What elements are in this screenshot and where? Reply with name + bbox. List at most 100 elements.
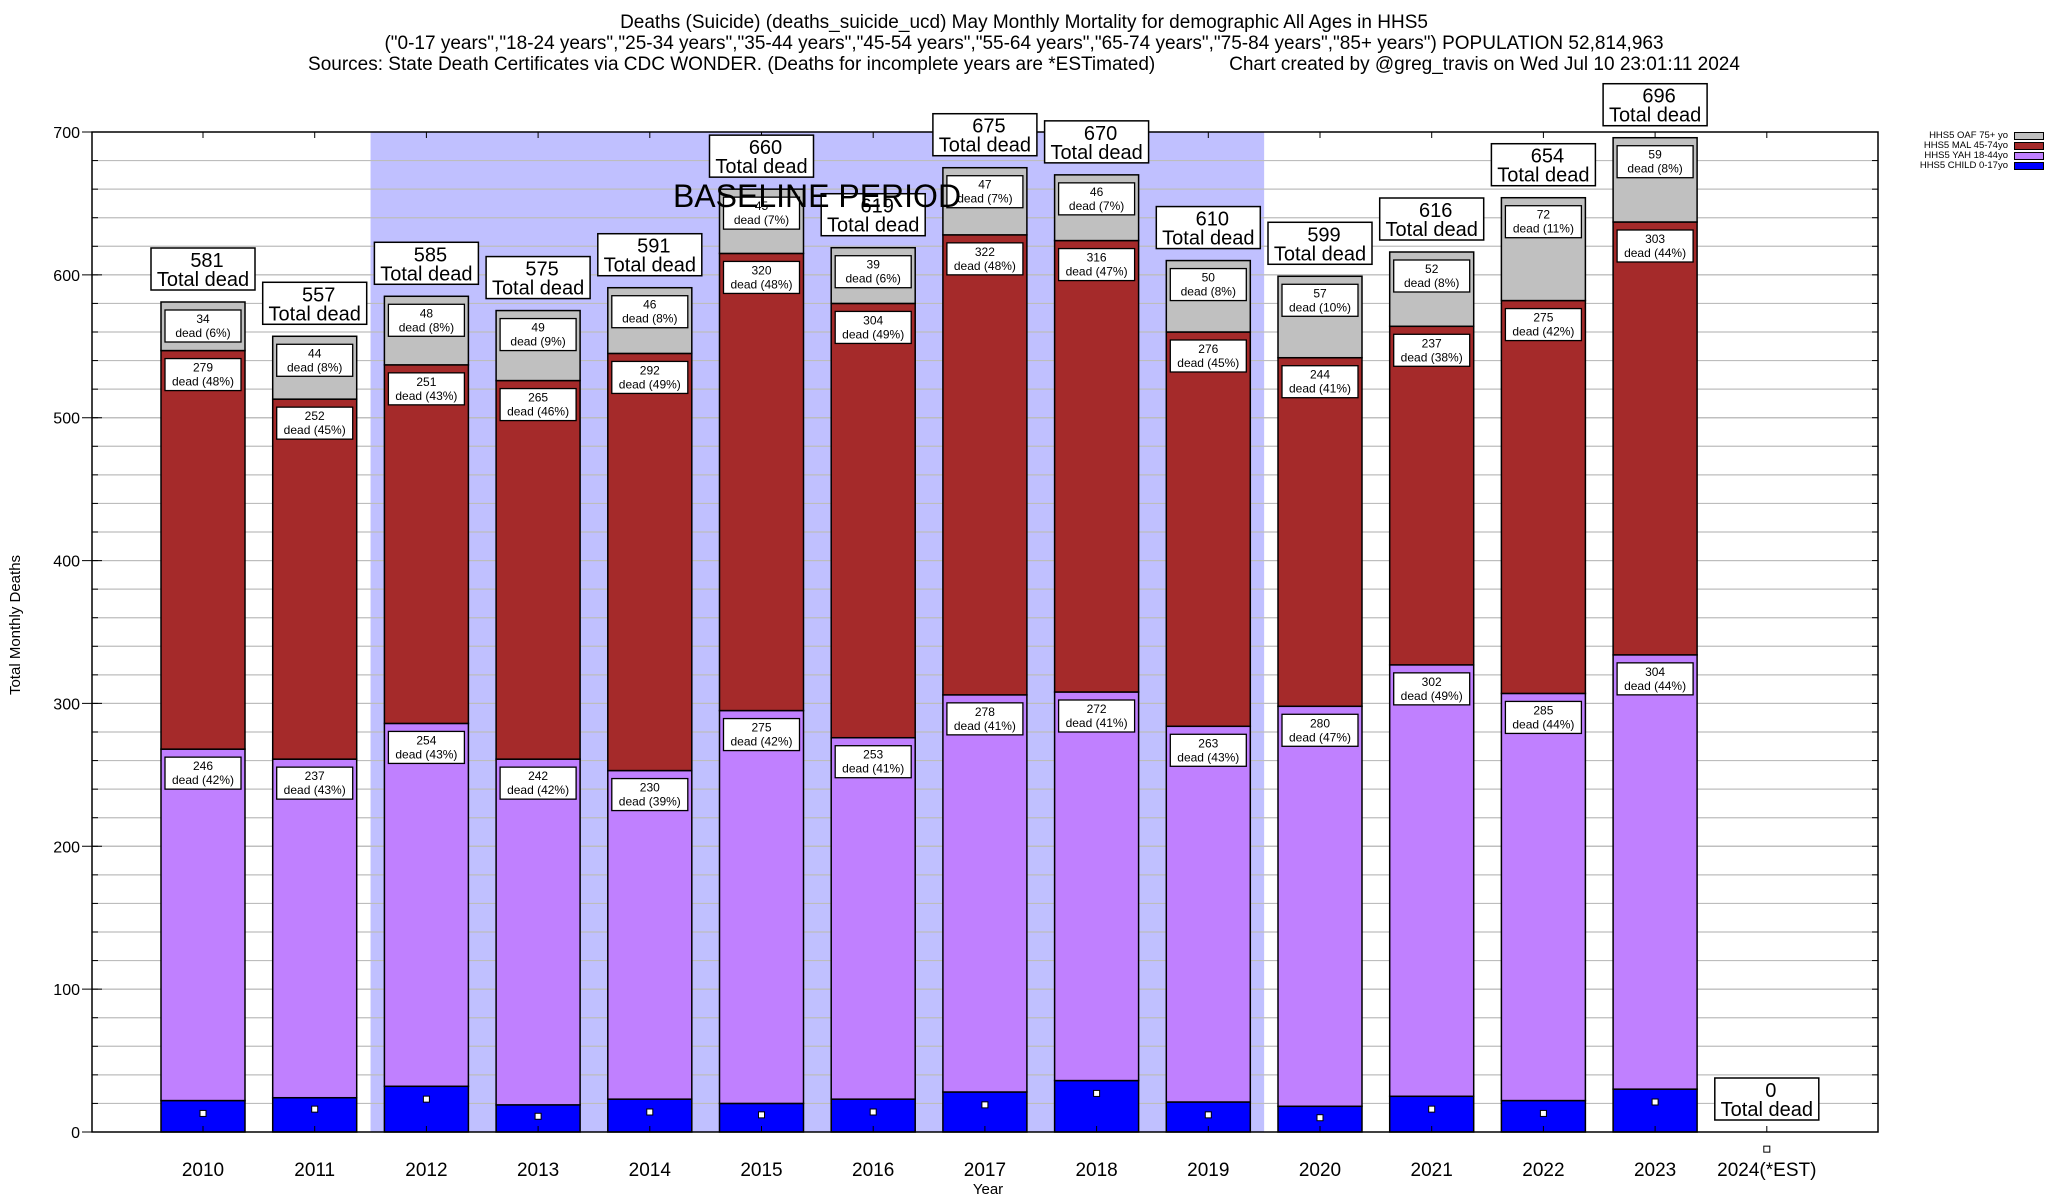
segment-label-box	[1393, 672, 1471, 706]
segment-label-count: 237	[1422, 336, 1442, 350]
bar-segment	[1053, 239, 1140, 693]
segment-label-box	[834, 255, 912, 289]
segment-label-count: 285	[1533, 703, 1553, 717]
y-tick-label: 200	[53, 839, 80, 856]
segment-label-count: 279	[193, 361, 213, 375]
x-tick-label: 2015	[740, 1160, 782, 1181]
segment-label-count: 59	[1648, 148, 1662, 162]
bar-segment	[1277, 356, 1363, 708]
segment-label-percent: dead (42%)	[172, 773, 234, 787]
x-tick-label: 2018	[1075, 1160, 1117, 1181]
segment-label-percent: dead (43%)	[284, 783, 346, 797]
segment-label-count: 272	[1087, 702, 1107, 716]
total-label-value: 616	[1419, 200, 1452, 222]
segment-label-count: 304	[863, 313, 883, 327]
bar-segment	[160, 349, 246, 750]
x-tick-label: 2010	[182, 1160, 224, 1181]
segment-label-box	[1281, 283, 1359, 317]
bar-segment	[1053, 1079, 1140, 1133]
segment-label-box	[1057, 247, 1136, 282]
data-point-marker	[1428, 1105, 1436, 1113]
y-tick-label: 500	[53, 411, 80, 428]
data-point-marker	[1093, 1089, 1101, 1097]
chart-title-line-2: ("0-17 years","18-24 years","25-34 years…	[384, 33, 1664, 54]
segment-label-box	[1057, 699, 1136, 733]
legend-item: HHS5 CHILD 0-17yo	[1880, 161, 2048, 171]
segment-label-count: 44	[308, 346, 322, 360]
segment-label-box	[946, 242, 1024, 276]
total-label-value: 696	[1642, 86, 1675, 108]
segment-label-box	[1057, 182, 1136, 216]
bar-segment	[942, 694, 1028, 1093]
segment-label-box	[1393, 259, 1471, 293]
segment-label-count: 253	[863, 748, 883, 762]
segment-label-box	[1281, 365, 1359, 399]
total-label-value: 575	[525, 259, 558, 281]
segment-label-count: 45	[755, 199, 769, 213]
bar-segment	[1165, 725, 1252, 1103]
total-label-text: Total dead	[715, 156, 807, 178]
bar-segment	[1388, 325, 1475, 666]
total-label-box	[150, 247, 256, 291]
data-point-marker	[311, 1105, 319, 1113]
bar-segment	[1165, 331, 1252, 728]
segment-label-box	[1393, 333, 1471, 367]
data-point-marker	[422, 1095, 430, 1103]
total-label-text: Total dead	[827, 215, 919, 237]
segment-label-box	[1504, 205, 1583, 239]
bar-segment	[607, 352, 693, 772]
segment-label-box	[611, 295, 689, 329]
bar-segment	[1500, 692, 1587, 1102]
segment-label-percent: dead (43%)	[1177, 750, 1239, 764]
bar-segment	[383, 1085, 470, 1133]
segment-label-percent: dead (42%)	[1512, 325, 1574, 339]
data-point-marker	[1204, 1111, 1212, 1119]
total-label-value: 0	[1765, 1080, 1776, 1102]
segment-label-count: 244	[1310, 368, 1330, 382]
bar-segment	[942, 1091, 1028, 1133]
segment-label-percent: dead (6%)	[846, 272, 901, 286]
segment-label-box	[276, 343, 354, 377]
segment-label-box	[834, 745, 912, 779]
bar-segment	[271, 758, 358, 1099]
x-tick-label: 2016	[852, 1160, 894, 1181]
total-label-box	[1714, 1077, 1820, 1121]
segment-label-count: 230	[640, 781, 660, 795]
data-point-marker	[534, 1112, 542, 1120]
data-point-marker	[1651, 1098, 1659, 1106]
segment-label-box	[164, 357, 242, 392]
segment-label-count: 254	[416, 733, 436, 747]
segment-label-box	[722, 260, 801, 295]
segment-label-box	[722, 196, 801, 230]
segment-label-percent: dead (47%)	[1066, 265, 1128, 279]
segment-label-box	[1504, 307, 1583, 342]
y-tick-label: 600	[53, 268, 80, 285]
bar-segment	[495, 758, 581, 1106]
bar-segment	[718, 709, 805, 1105]
legend-item: HHS5 YAH 18-44yo	[1880, 151, 2048, 161]
segment-label-percent: dead (10%)	[1289, 300, 1351, 314]
bar-segment	[718, 252, 805, 712]
segment-label-box	[1616, 229, 1694, 263]
segment-label-percent: dead (8%)	[622, 312, 677, 326]
total-label-text: Total dead	[269, 303, 361, 325]
bar-segment	[1388, 664, 1475, 1098]
segment-label-count: 246	[193, 759, 213, 773]
legend-swatch	[2014, 152, 2044, 160]
y-tick-label: 700	[53, 125, 80, 142]
y-tick-label: 300	[53, 696, 80, 713]
segment-label-percent: dead (45%)	[284, 423, 346, 437]
segment-label-percent: dead (46%)	[507, 405, 569, 419]
bar-segment	[1612, 221, 1698, 656]
segment-label-box	[1169, 339, 1247, 373]
total-label-box	[373, 241, 480, 286]
bar-segment	[383, 364, 470, 725]
segment-label-count: 265	[528, 391, 548, 405]
segment-label-box	[276, 406, 354, 440]
total-label-text: Total dead	[1497, 165, 1589, 187]
bar-segment	[1612, 1088, 1698, 1133]
segment-label-percent: dead (48%)	[730, 277, 792, 291]
y-tick-label: 100	[53, 982, 80, 999]
total-label-box	[261, 281, 368, 326]
data-point-marker	[1316, 1114, 1324, 1122]
